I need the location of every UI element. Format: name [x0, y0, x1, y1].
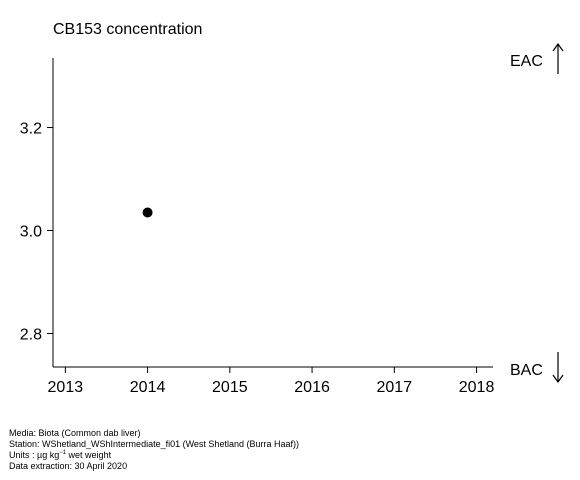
eac-label: EAC — [510, 53, 543, 70]
x-axis-ticks: 2013 2014 2015 2016 2017 2018 — [48, 367, 495, 396]
footer-media: Media: Biota (Common dab liver) — [9, 428, 141, 438]
x-tick-label: 2016 — [294, 379, 330, 396]
footer-station: Station: WShetland_WShIntermediate_fi01 … — [9, 439, 299, 449]
y-tick-label: 2.8 — [20, 327, 42, 344]
y-tick-label: 3.2 — [20, 121, 42, 138]
arrow-up-icon — [552, 42, 564, 74]
data-point — [142, 207, 153, 218]
chart-title: CB153 concentration — [53, 21, 202, 38]
x-tick-label: 2017 — [377, 379, 413, 396]
bac-label: BAC — [510, 362, 543, 379]
arrow-down-icon — [552, 352, 564, 384]
y-tick-label: 3.0 — [20, 224, 42, 241]
axes — [52, 58, 493, 368]
footer-units: Units : µg kg−1 wet weight — [9, 450, 299, 461]
x-tick-label: 2013 — [48, 379, 84, 396]
footer-extraction: Data extraction: 30 April 2020 — [9, 461, 128, 471]
data-points — [142, 207, 153, 218]
x-tick-label: 2014 — [130, 379, 166, 396]
units-prefix: Units : µg kg — [9, 450, 60, 460]
units-exponent: −1 — [59, 450, 67, 456]
x-tick-label: 2018 — [459, 379, 495, 396]
y-axis-ticks: 2.8 3.0 3.2 — [20, 121, 53, 344]
x-tick-label: 2015 — [212, 379, 248, 396]
units-suffix: wet weight — [66, 450, 112, 460]
footer-info: Media: Biota (Common dab liver) Station:… — [9, 428, 299, 472]
